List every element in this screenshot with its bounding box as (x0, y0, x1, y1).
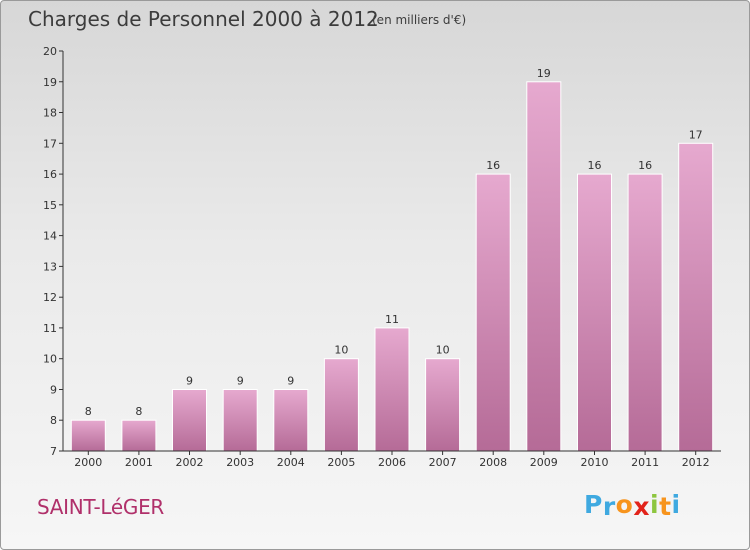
x-tick-label-2006: 2006 (378, 456, 406, 469)
data-label-2007: 10 (436, 344, 450, 357)
bar-2012 (678, 142, 714, 452)
unit-note: (en milliers d'€) (372, 13, 467, 27)
y-tick-label-14: 14 (43, 230, 57, 243)
commune-name: SAINT-LéGER (37, 495, 165, 519)
y-tick-label-18: 18 (43, 107, 57, 120)
bar-2009 (526, 81, 562, 452)
x-tick-label-2001: 2001 (125, 456, 153, 469)
bar-2008 (475, 173, 511, 452)
bar-2001 (121, 419, 157, 452)
x-tick-label-2007: 2007 (429, 456, 457, 469)
chart-title: Charges de Personnel 2000 à 2012 (28, 7, 379, 31)
data-label-2005: 10 (334, 344, 348, 357)
y-tick-label-16: 16 (43, 168, 57, 181)
data-label-2002: 9 (186, 375, 193, 388)
logo-letter: t (659, 492, 672, 521)
bar-2005 (323, 358, 359, 452)
logo-letter: i (671, 490, 681, 519)
logo-letter: r (602, 492, 616, 521)
y-tick-label-10: 10 (43, 353, 57, 366)
x-tick-label-2009: 2009 (530, 456, 558, 469)
data-label-2011: 16 (638, 159, 652, 172)
data-label-2010: 16 (588, 159, 602, 172)
x-tick-label-2002: 2002 (176, 456, 204, 469)
y-tick-label-13: 13 (43, 260, 57, 273)
x-tick-label-2011: 2011 (631, 456, 659, 469)
x-tick-label-2005: 2005 (327, 456, 355, 469)
data-label-2006: 11 (385, 313, 399, 326)
data-label-2008: 16 (486, 159, 500, 172)
y-tick-label-19: 19 (43, 76, 57, 89)
logo-letter: P (584, 490, 603, 519)
bar-2010 (577, 173, 612, 452)
x-tick-label-2003: 2003 (226, 456, 254, 469)
y-tick-label-17: 17 (43, 137, 57, 150)
bar-2004 (273, 389, 309, 452)
data-label-2000: 8 (85, 405, 92, 418)
logo-letter: i (650, 490, 660, 519)
data-label-2001: 8 (135, 405, 142, 418)
bar-2011 (627, 173, 663, 452)
y-tick-label-9: 9 (50, 384, 57, 397)
bar-2007 (425, 358, 461, 452)
logo-letter: o (615, 490, 634, 519)
bar-2002 (172, 389, 207, 452)
y-tick-label-11: 11 (43, 322, 57, 335)
logo-letter: x (633, 492, 650, 521)
y-tick-label-8: 8 (50, 414, 57, 427)
y-tick-label-20: 20 (43, 45, 57, 58)
x-tick-label-2008: 2008 (479, 456, 507, 469)
data-label-2003: 9 (237, 375, 244, 388)
y-tick-label-15: 15 (43, 199, 57, 212)
data-label-2009: 19 (537, 67, 551, 80)
x-tick-label-2012: 2012 (682, 456, 710, 469)
data-label-2004: 9 (287, 375, 294, 388)
bar-2003 (222, 389, 258, 452)
y-tick-label-7: 7 (50, 445, 57, 458)
x-tick-label-2000: 2000 (74, 456, 102, 469)
proxiti-logo: Proxiti (584, 490, 681, 521)
bar-2006 (374, 327, 410, 452)
x-tick-label-2010: 2010 (581, 456, 609, 469)
y-tick-label-12: 12 (43, 291, 57, 304)
bar-2000 (70, 419, 106, 452)
x-tick-label-2004: 2004 (277, 456, 305, 469)
data-label-2012: 17 (689, 128, 703, 141)
